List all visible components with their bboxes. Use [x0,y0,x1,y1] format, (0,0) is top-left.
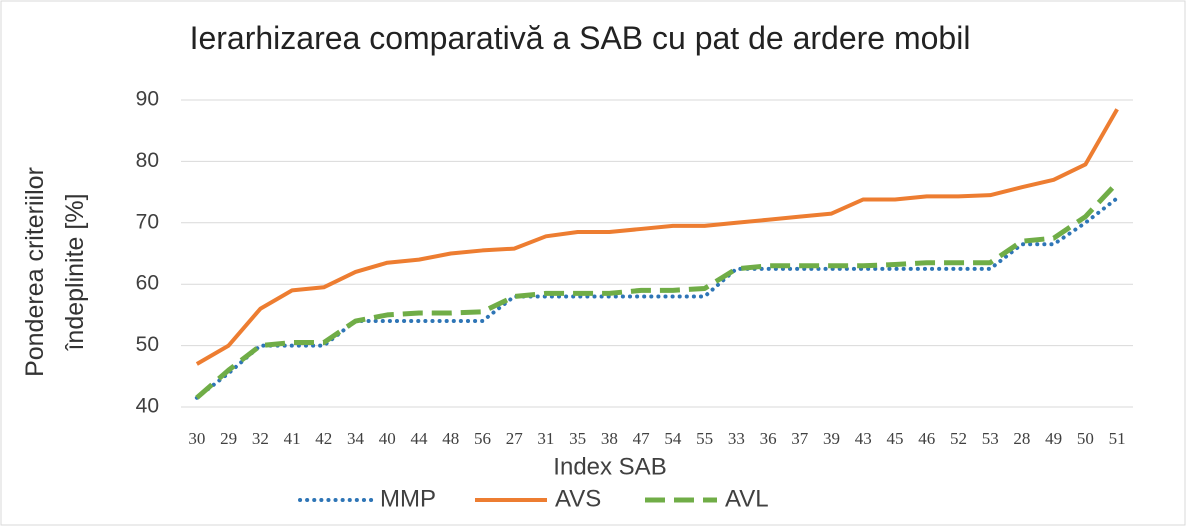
x-axis-label: Index SAB [553,453,666,480]
x-tick-label: 39 [823,429,840,448]
y-axis-label: Ponderea criteriilor îndeplinite [%] [21,167,89,377]
chart-title: Ierarhizarea comparativă a SAB cu pat de… [189,20,971,56]
x-tick-label: 38 [601,429,618,448]
x-tick-label: 41 [284,429,301,448]
legend-label: MMP [380,485,436,512]
x-tick-label: 34 [347,429,365,448]
x-tick-label: 35 [569,429,586,448]
x-tick-label: 27 [506,429,524,448]
x-tick-label: 48 [442,429,459,448]
y-tick-label: 80 [136,149,159,172]
x-tick-label: 42 [315,429,332,448]
x-tick-label: 51 [1109,429,1126,448]
x-tick-label: 33 [728,429,745,448]
x-tick-label: 36 [760,429,777,448]
x-tick-label: 28 [1013,429,1030,448]
x-tick-label: 53 [982,429,999,448]
x-tick-label: 49 [1045,429,1062,448]
x-tick-label: 50 [1077,429,1094,448]
x-tick-label: 54 [664,429,682,448]
x-tick-label: 32 [252,429,269,448]
legend-label: AVL [725,485,769,512]
y-tick-label: 60 [136,272,159,295]
x-tick-label: 55 [696,429,713,448]
y-tick-label: 40 [136,395,159,418]
y-tick-label: 50 [136,333,159,356]
x-tick-label: 52 [950,429,967,448]
x-tick-label: 46 [918,429,935,448]
legend-label: AVS [555,485,601,512]
x-tick-label: 29 [220,429,237,448]
x-tick-label: 47 [633,429,651,448]
x-tick-label: 30 [188,429,205,448]
series-line [195,108,1119,366]
x-tick-label: 45 [887,429,904,448]
y-tick-label: 90 [136,88,159,111]
x-tick-label: 43 [855,429,872,448]
x-tick-label: 56 [474,429,491,448]
x-tick-label: 44 [411,429,429,448]
y-tick-label: 70 [136,210,159,233]
x-tick-label: 37 [791,429,809,448]
series-line [195,181,1119,400]
x-tick-label: 31 [537,429,554,448]
x-tick-label: 40 [379,429,396,448]
